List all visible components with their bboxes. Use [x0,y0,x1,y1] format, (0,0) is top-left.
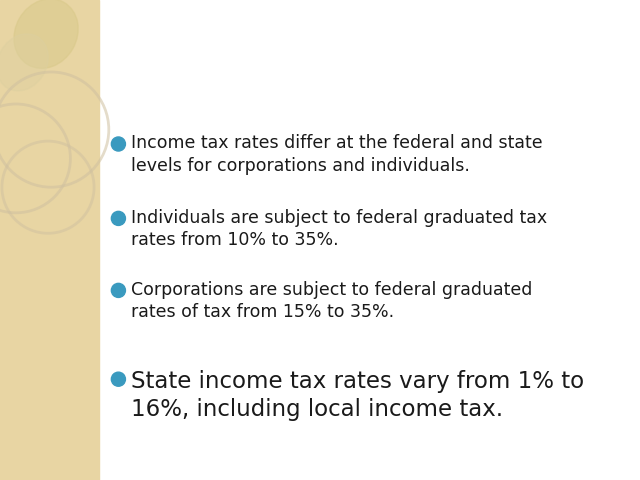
Ellipse shape [111,137,125,151]
Text: Individuals are subject to federal graduated tax
rates from 10% to 35%.: Individuals are subject to federal gradu… [131,209,547,249]
Ellipse shape [14,0,78,68]
Ellipse shape [111,211,125,226]
Text: Corporations are subject to federal graduated
rates of tax from 15% to 35%.: Corporations are subject to federal grad… [131,281,532,321]
Ellipse shape [0,34,48,91]
Text: State income tax rates vary from 1% to
16%, including local income tax.: State income tax rates vary from 1% to 1… [131,370,584,421]
Ellipse shape [111,372,125,386]
Ellipse shape [111,283,125,298]
Bar [0,0,99,480]
Text: Income tax rates differ at the federal and state
levels for corporations and ind: Income tax rates differ at the federal a… [131,134,543,175]
